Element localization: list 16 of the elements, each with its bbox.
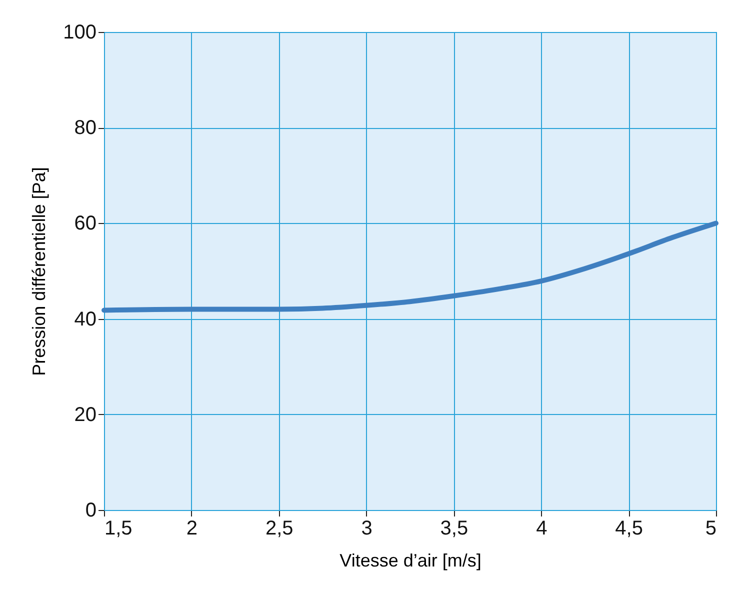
- x-tick-label: 4: [536, 518, 548, 540]
- x-tick-label: 4,5: [615, 518, 643, 540]
- x-tick-label: 2,5: [265, 518, 294, 540]
- x-tick-label: 1,5: [104, 518, 132, 540]
- y-tick-label: 40: [74, 308, 96, 330]
- y-tick-label: 20: [74, 404, 96, 426]
- x-tick-label: 3: [361, 518, 372, 540]
- y-tick-label: 80: [74, 117, 96, 140]
- y-tick-label: 60: [74, 212, 96, 235]
- y-axis-title: Pression différentielle [Pa]: [29, 167, 50, 376]
- y-tick-label: 0: [85, 500, 96, 522]
- x-tick-label: 2: [186, 518, 198, 540]
- x-tick-label: 5: [705, 518, 716, 540]
- x-axis-title: Vitesse d’air [m/s]: [340, 550, 482, 570]
- y-tick-label: 100: [63, 22, 96, 44]
- x-tick-label: 3,5: [440, 518, 468, 540]
